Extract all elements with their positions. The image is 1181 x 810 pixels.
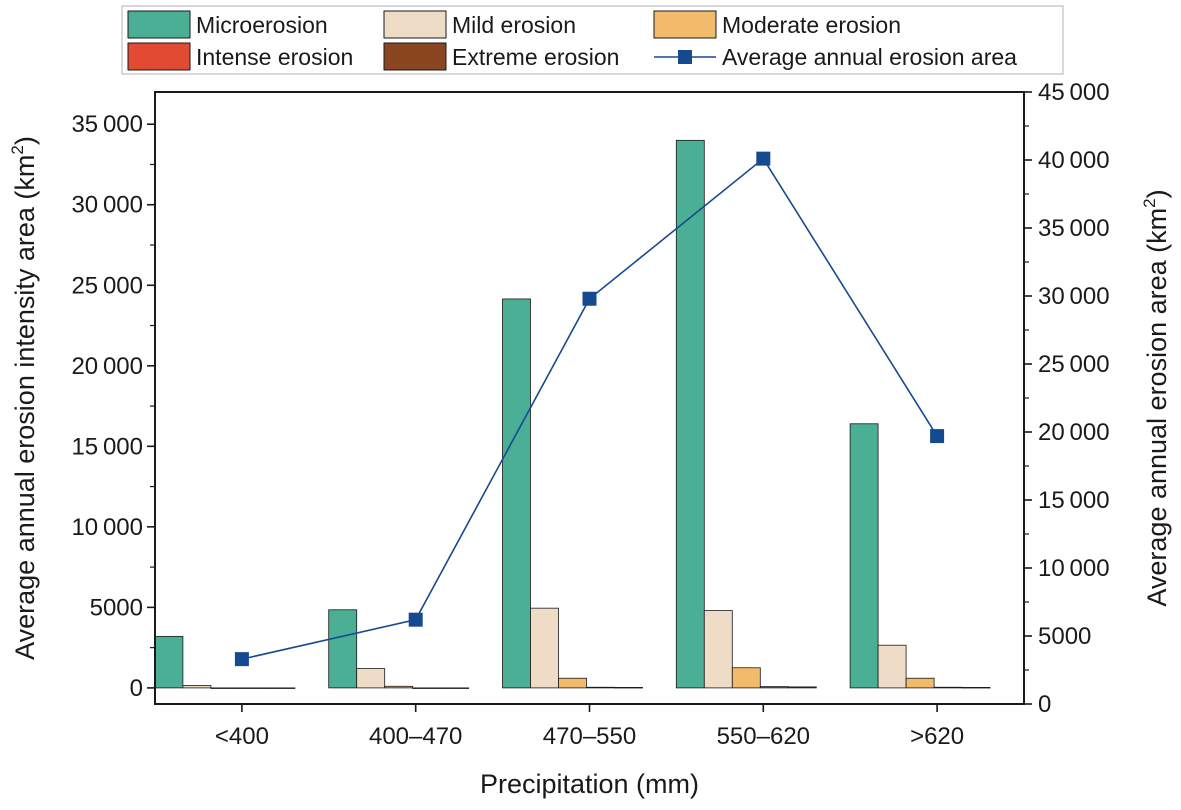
- left-tick-label-6: 30 000: [71, 192, 143, 219]
- bar-microerosion-4: [849, 423, 879, 689]
- left-tick-label-4: 20 000: [71, 353, 143, 380]
- right-tick-label-2: 10 000: [1038, 555, 1110, 582]
- x-tick-label-0: <400: [215, 723, 269, 750]
- bar-extreme-erosion-1: [440, 687, 470, 689]
- legend-box: [121, 5, 1064, 75]
- bar-moderate-erosion-1: [384, 685, 414, 689]
- line-point-1: [408, 612, 423, 627]
- legend-swatch-0: [127, 10, 191, 39]
- legend-label-1: Mild erosion: [452, 12, 576, 38]
- right-tick-label-0: 0: [1038, 691, 1051, 718]
- left-tick-label-0: 0: [130, 675, 143, 702]
- x-tick-label-1: 400–470: [369, 723, 462, 750]
- right-axis-title: Average annual erosion area (km2): [1140, 189, 1172, 606]
- line-point-4: [930, 429, 945, 444]
- left-axis-title: Average annual erosion intensity area (k…: [8, 136, 40, 660]
- legend-swatch-2: [653, 10, 717, 39]
- line-point-0: [234, 652, 249, 667]
- left-tick-label-1: 5000: [90, 594, 143, 621]
- right-axis-title-superscript: 2: [1140, 198, 1159, 207]
- right-tick-label-1: 5000: [1038, 623, 1091, 650]
- right-axis-title-suffix: ): [1142, 189, 1172, 198]
- legend-label-3: Intense erosion: [196, 44, 353, 70]
- bar-intense-erosion-4: [933, 686, 963, 689]
- right-tick-label-6: 30 000: [1038, 283, 1110, 310]
- bar-microerosion-2: [502, 298, 531, 689]
- bar-intense-erosion-1: [412, 687, 442, 689]
- bar-mild-erosion-0: [182, 685, 212, 689]
- legend-label-0: Microerosion: [196, 12, 328, 38]
- x-tick-label-2: 470–550: [543, 723, 636, 750]
- plot-frame: [154, 91, 1025, 705]
- left-tick-label-3: 15 000: [71, 433, 143, 460]
- right-tick-label-7: 35 000: [1038, 215, 1110, 242]
- x-tick-label-4: >620: [910, 723, 964, 750]
- bar-intense-erosion-0: [238, 687, 268, 689]
- left-tick-label-5: 25 000: [71, 272, 143, 299]
- bar-intense-erosion-2: [586, 686, 615, 689]
- left-tick-label-7: 35 000: [71, 111, 143, 138]
- right-tick-label-8: 40 000: [1038, 147, 1110, 174]
- legend: Microerosion Mild erosion Moderate erosion…: [121, 5, 1064, 75]
- x-tick-label-3: 550–620: [717, 723, 810, 750]
- legend-label-5: Average annual erosion area: [722, 44, 1017, 70]
- bar-extreme-erosion-3: [787, 686, 817, 689]
- bar-extreme-erosion-4: [961, 687, 991, 689]
- legend-marker-5: [678, 50, 692, 64]
- bar-extreme-erosion-2: [614, 687, 643, 689]
- bar-moderate-erosion-2: [558, 677, 587, 689]
- bar-microerosion-3: [675, 139, 705, 689]
- right-axis-title-main: Average annual erosion area (km: [1142, 208, 1172, 607]
- bar-intense-erosion-3: [759, 686, 789, 689]
- bar-moderate-erosion-4: [905, 677, 935, 689]
- legend-swatch-3: [127, 42, 191, 71]
- left-axis-title-suffix: ): [10, 136, 40, 145]
- line-average-annual-erosion-area: [241, 157, 938, 660]
- bar-moderate-erosion-0: [210, 687, 240, 689]
- bar-moderate-erosion-3: [731, 667, 761, 689]
- left-axis-title-main: Average annual erosion intensity area (k…: [10, 155, 40, 660]
- bar-mild-erosion-4: [877, 644, 907, 689]
- bar-extreme-erosion-0: [266, 687, 296, 689]
- bar-mild-erosion-1: [356, 668, 386, 689]
- bar-mild-erosion-3: [703, 610, 733, 689]
- legend-swatch-1: [383, 10, 447, 39]
- bar-microerosion-1: [328, 609, 358, 689]
- line-point-2: [582, 291, 597, 306]
- right-tick-label-3: 15 000: [1038, 487, 1110, 514]
- x-axis-title: Precipitation (mm): [480, 769, 699, 799]
- left-axis-title-superscript: 2: [8, 145, 27, 154]
- bar-microerosion-0: [154, 635, 184, 689]
- line-point-3: [756, 151, 771, 166]
- right-tick-label-9: 45 000: [1038, 79, 1110, 106]
- legend-label-4: Extreme erosion: [452, 44, 619, 70]
- right-tick-label-4: 20 000: [1038, 419, 1110, 446]
- right-tick-label-5: 25 000: [1038, 351, 1110, 378]
- bar-mild-erosion-2: [530, 607, 559, 689]
- legend-swatch-4: [383, 42, 447, 71]
- legend-label-2: Moderate erosion: [722, 12, 901, 38]
- left-tick-label-2: 10 000: [71, 514, 143, 541]
